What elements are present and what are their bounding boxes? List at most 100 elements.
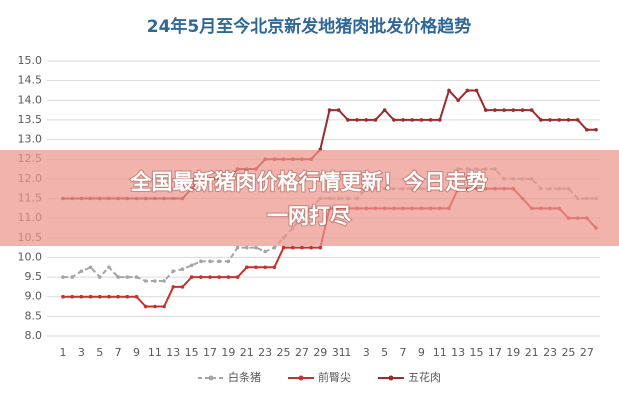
point bbox=[336, 108, 341, 112]
y-tick-label: 13.0 bbox=[18, 133, 43, 146]
point bbox=[263, 265, 267, 270]
point bbox=[281, 245, 286, 250]
point bbox=[125, 275, 130, 279]
point bbox=[153, 304, 157, 309]
point bbox=[511, 108, 516, 112]
point bbox=[116, 275, 120, 279]
y-tick-label: 9.5 bbox=[25, 270, 43, 283]
point bbox=[483, 108, 488, 112]
x-tick-label: 7 bbox=[400, 346, 407, 359]
point bbox=[125, 294, 130, 299]
point bbox=[70, 294, 74, 299]
point bbox=[199, 275, 203, 279]
x-tick-label: 7 bbox=[115, 346, 122, 359]
x-tick-label: 5 bbox=[96, 346, 103, 359]
point bbox=[290, 245, 295, 250]
point bbox=[539, 118, 543, 122]
point bbox=[208, 259, 212, 264]
point bbox=[520, 108, 525, 112]
point bbox=[557, 118, 562, 122]
point bbox=[456, 98, 460, 103]
point bbox=[465, 88, 470, 93]
point bbox=[226, 275, 231, 279]
x-tick-label: 1 bbox=[344, 346, 351, 359]
point bbox=[364, 118, 369, 122]
point bbox=[107, 265, 111, 270]
point bbox=[134, 294, 139, 299]
point bbox=[346, 118, 350, 122]
point bbox=[585, 127, 589, 132]
point bbox=[327, 108, 332, 112]
x-tick-label: 3 bbox=[363, 346, 370, 359]
y-tick-label: 8.0 bbox=[25, 329, 43, 342]
point bbox=[566, 118, 571, 122]
point bbox=[419, 118, 424, 122]
point bbox=[107, 294, 111, 299]
x-tick-label: 11 bbox=[433, 346, 447, 359]
point bbox=[180, 267, 185, 272]
point bbox=[272, 265, 277, 270]
point bbox=[447, 88, 451, 93]
legend-label: 五花肉 bbox=[408, 371, 441, 384]
point bbox=[97, 294, 102, 299]
point bbox=[134, 275, 139, 279]
point bbox=[61, 275, 65, 279]
point bbox=[382, 108, 387, 112]
y-tick-label: 14.0 bbox=[18, 93, 43, 106]
point bbox=[116, 294, 120, 299]
x-tick-label: 23 bbox=[258, 346, 272, 359]
x-tick-label: 23 bbox=[543, 346, 557, 359]
point bbox=[300, 245, 304, 250]
point bbox=[217, 275, 222, 279]
point bbox=[529, 108, 534, 112]
point bbox=[254, 265, 258, 270]
point bbox=[410, 118, 415, 122]
point bbox=[235, 245, 240, 250]
banner-text: 全国最新猪肉价格行情更新！今日走势 bbox=[130, 170, 488, 194]
point bbox=[97, 275, 102, 279]
point bbox=[217, 259, 222, 264]
point bbox=[162, 304, 166, 309]
x-tick-label: 9 bbox=[418, 346, 425, 359]
y-tick-label: 8.5 bbox=[25, 309, 43, 322]
banner-text: 一网打尽 bbox=[267, 204, 352, 228]
x-tick-label: 21 bbox=[525, 346, 539, 359]
legend-marker bbox=[388, 375, 394, 381]
x-tick-label: 15 bbox=[470, 346, 484, 359]
point bbox=[208, 275, 212, 279]
point bbox=[318, 245, 323, 250]
point bbox=[309, 245, 313, 250]
x-tick-label: 21 bbox=[240, 346, 254, 359]
y-tick-label: 10.0 bbox=[18, 250, 43, 263]
point bbox=[272, 245, 277, 250]
point bbox=[79, 269, 84, 273]
x-tick-label: 17 bbox=[203, 346, 217, 359]
x-tick-label: 19 bbox=[506, 346, 520, 359]
x-tick-label: 29 bbox=[313, 346, 327, 359]
point bbox=[180, 285, 185, 289]
x-tick-label: 11 bbox=[148, 346, 162, 359]
y-tick-label: 13.5 bbox=[18, 113, 43, 126]
point bbox=[355, 118, 359, 122]
x-tick-label: 25 bbox=[277, 346, 291, 359]
x-tick-label: 9 bbox=[133, 346, 140, 359]
x-tick-label: 31 bbox=[332, 346, 346, 359]
y-tick-label: 9.0 bbox=[25, 290, 43, 303]
legend-marker bbox=[298, 375, 304, 381]
point bbox=[189, 275, 194, 279]
point bbox=[143, 279, 148, 283]
x-tick-label: 15 bbox=[185, 346, 199, 359]
point bbox=[226, 259, 231, 264]
legend-label: 前臀尖 bbox=[318, 370, 351, 384]
point bbox=[70, 275, 74, 279]
y-tick-label: 14.5 bbox=[18, 74, 43, 87]
point bbox=[235, 275, 240, 279]
point bbox=[502, 108, 506, 112]
x-tick-label: 27 bbox=[295, 346, 309, 359]
point bbox=[245, 265, 249, 270]
point bbox=[61, 294, 65, 299]
x-tick-label: 25 bbox=[561, 346, 575, 359]
legend-marker bbox=[208, 375, 214, 381]
point bbox=[79, 294, 84, 299]
point bbox=[143, 304, 148, 309]
